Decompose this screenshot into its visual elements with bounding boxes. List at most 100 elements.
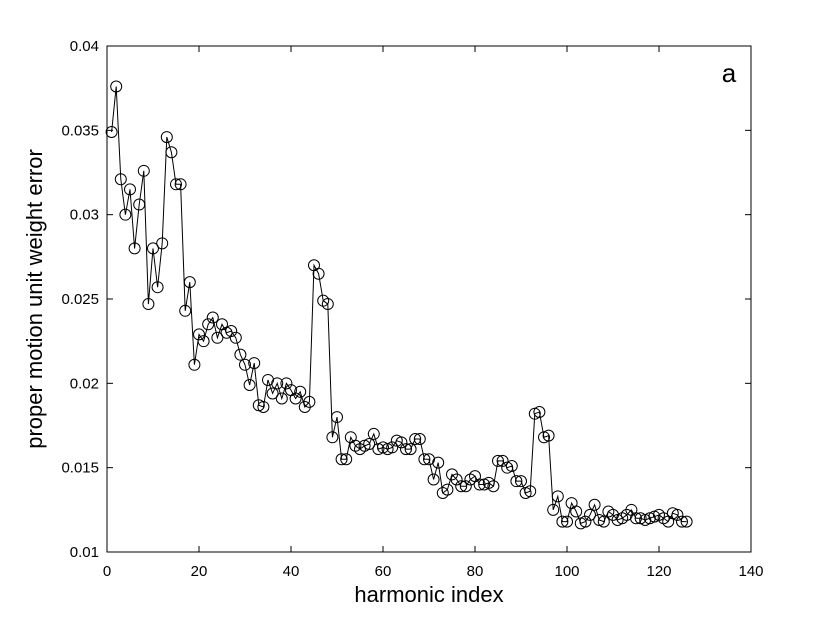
data-point [367, 427, 380, 440]
data-point [179, 304, 192, 317]
series-layer [105, 80, 693, 530]
data-point [206, 311, 219, 324]
data-point [142, 298, 155, 311]
data-point [386, 441, 399, 454]
x-tick-label: 40 [283, 563, 300, 580]
y-tick-label: 0.01 [70, 544, 99, 561]
y-axis-ticks: 0.01 0.015 0.02 0.025 0.03 0.035 0.04 [61, 38, 751, 561]
data-point [197, 335, 210, 348]
data-point [128, 242, 141, 255]
data-point [570, 505, 583, 518]
data-point [257, 400, 270, 413]
series-line [111, 86, 687, 524]
x-tick-label: 20 [191, 563, 208, 580]
data-point [119, 208, 132, 221]
panel-label: a [722, 58, 737, 88]
data-point [473, 478, 486, 491]
y-tick-label: 0.02 [70, 375, 99, 392]
x-tick-label: 0 [103, 563, 111, 580]
data-point [487, 480, 500, 493]
data-point [680, 515, 693, 528]
data-point [133, 198, 146, 211]
data-point [588, 498, 601, 511]
data-point [280, 377, 293, 390]
data-point [188, 358, 201, 371]
data-point [418, 453, 431, 466]
data-point [455, 480, 468, 493]
data-point [363, 438, 376, 451]
data-point [110, 80, 123, 93]
y-tick-label: 0.015 [61, 460, 99, 477]
data-point [156, 237, 169, 250]
data-point [413, 432, 426, 445]
data-point [243, 379, 256, 392]
x-tick-label: 140 [738, 563, 763, 580]
y-tick-label: 0.04 [70, 38, 99, 55]
data-point [340, 453, 353, 466]
data-point [450, 473, 463, 486]
data-point [170, 178, 182, 191]
y-axis-label: proper motion unit weight error [22, 149, 47, 449]
data-point [239, 358, 251, 371]
data-point [312, 267, 325, 280]
data-point [202, 318, 215, 331]
data-point [547, 503, 560, 516]
data-point [165, 146, 178, 159]
data-point [225, 325, 238, 338]
data-point [492, 454, 504, 467]
data-point [432, 456, 445, 469]
data-point [533, 406, 546, 419]
data-point [459, 480, 472, 493]
data-point [183, 276, 196, 289]
data-point [114, 173, 127, 186]
data-point [151, 281, 164, 294]
data-point [211, 331, 224, 344]
data-point [294, 385, 307, 398]
data-point [630, 512, 642, 525]
data-point [275, 392, 288, 405]
data-point [303, 395, 316, 408]
data-point [542, 429, 555, 442]
data-point [427, 473, 440, 486]
x-tick-label: 100 [554, 563, 579, 580]
data-point [404, 443, 417, 456]
data-point [505, 459, 518, 472]
data-point [400, 443, 412, 456]
data-point [441, 483, 454, 496]
x-axis-ticks: 0 20 40 60 80 100 120 140 [103, 46, 764, 580]
data-point [289, 392, 302, 405]
data-point [584, 508, 596, 521]
y-tick-label: 0.035 [61, 122, 99, 139]
data-point [248, 357, 261, 370]
data-point [395, 436, 408, 449]
data-point [551, 490, 564, 503]
data-point [676, 515, 688, 528]
data-point [671, 508, 684, 521]
data-point [234, 348, 247, 361]
data-point [597, 515, 610, 528]
data-point [409, 432, 422, 445]
data-point [556, 515, 569, 528]
data-point [524, 485, 537, 498]
y-tick-label: 0.025 [61, 291, 99, 308]
data-point [229, 331, 242, 344]
data-point [174, 178, 187, 191]
data-point [193, 328, 205, 341]
data-point [579, 515, 592, 528]
data-point [160, 131, 173, 144]
data-point [271, 377, 284, 390]
data-point [326, 431, 339, 444]
data-point [510, 475, 523, 488]
data-point [266, 387, 279, 400]
y-tick-label: 0.03 [70, 207, 99, 224]
data-point [335, 453, 348, 466]
data-point [147, 242, 159, 255]
x-tick-label: 120 [646, 563, 671, 580]
data-point [561, 515, 573, 528]
data-point [105, 126, 118, 139]
x-axis-label: harmonic index [354, 582, 503, 607]
data-point [515, 475, 527, 488]
data-point [321, 298, 334, 311]
data-point [331, 411, 343, 424]
